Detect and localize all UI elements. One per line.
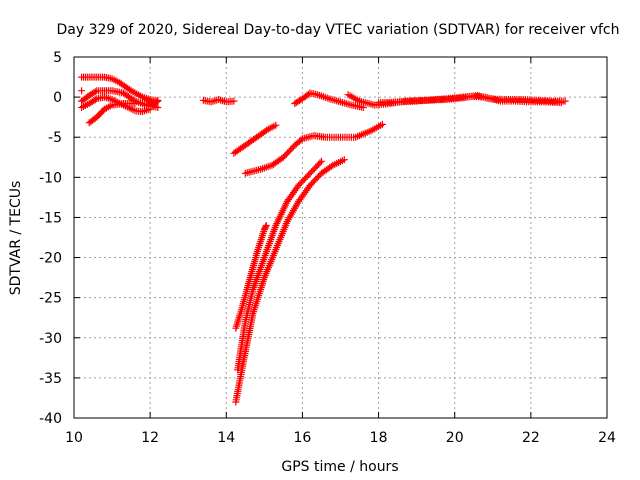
y-tick-label: -30 bbox=[39, 331, 62, 347]
series-arc-12 bbox=[291, 89, 367, 111]
x-tick-label: 14 bbox=[217, 430, 235, 446]
y-tick-label: -15 bbox=[39, 210, 62, 226]
x-axis: 10 12 14 16 18 20 22 24 bbox=[65, 57, 616, 446]
series-arc-4 bbox=[85, 100, 139, 127]
series-arc-11 bbox=[232, 156, 348, 406]
series-isolated bbox=[78, 87, 86, 95]
chart-title: Day 329 of 2020, Sidereal Day-to-day VTE… bbox=[56, 22, 619, 38]
y-tick-label: -35 bbox=[39, 371, 62, 387]
x-axis-label: GPS time / hours bbox=[281, 459, 398, 475]
y-axis-label: SDTVAR / TECUs bbox=[8, 181, 24, 296]
series-group bbox=[78, 73, 569, 406]
series-arc-7 bbox=[230, 121, 280, 157]
series-arc-14 bbox=[375, 92, 565, 107]
x-tick-label: 16 bbox=[294, 430, 312, 446]
y-tick-label: -5 bbox=[48, 130, 62, 146]
series-arc-6 bbox=[199, 96, 238, 106]
series-arc-9 bbox=[232, 222, 270, 332]
series-arc-8 bbox=[241, 120, 386, 177]
x-tick-label: 24 bbox=[598, 430, 616, 446]
series-arc-10 bbox=[234, 157, 325, 374]
y-tick-label: -20 bbox=[39, 251, 62, 267]
x-tick-label: 12 bbox=[141, 430, 159, 446]
x-tick-label: 20 bbox=[446, 430, 464, 446]
x-tick-label: 10 bbox=[65, 430, 83, 446]
y-tick-label: -10 bbox=[39, 170, 62, 186]
x-tick-label: 18 bbox=[370, 430, 388, 446]
x-tick-label: 22 bbox=[522, 430, 540, 446]
series-arc-5 bbox=[142, 96, 162, 109]
y-axis: 5 0 -5 -10 -15 -20 -25 -30 -35 -40 bbox=[39, 50, 607, 427]
y-tick-label: -25 bbox=[39, 291, 62, 307]
y-tick-label: -40 bbox=[39, 411, 62, 427]
y-tick-label: 0 bbox=[53, 90, 62, 106]
y-tick-label: 5 bbox=[53, 50, 62, 66]
grid bbox=[74, 57, 607, 418]
plot-frame bbox=[73, 56, 608, 419]
